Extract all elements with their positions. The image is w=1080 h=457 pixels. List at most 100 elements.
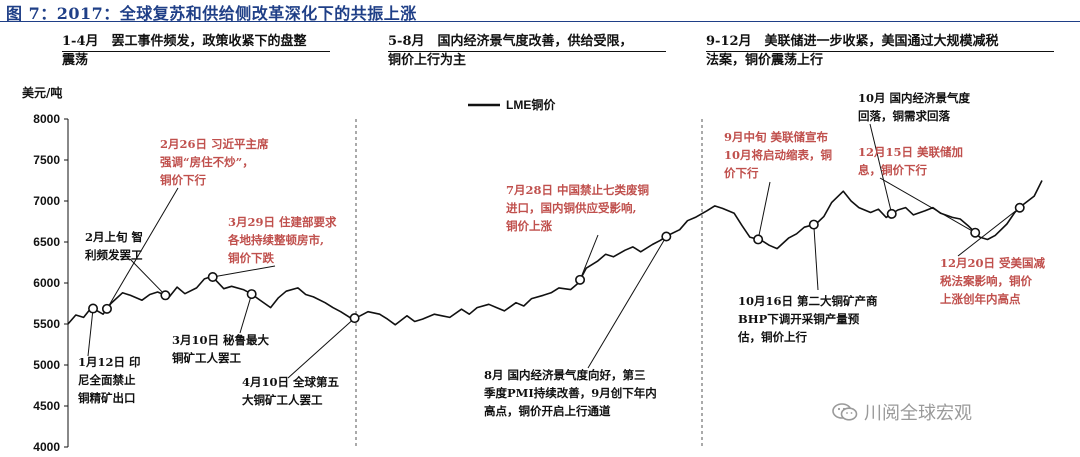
annotation-6-line: 4月10日 全球第五 [242,375,340,389]
annotation-8-line: 高点，铜价开启上行通道 [484,404,611,418]
event-marker [207,272,218,283]
y-tick-label: 7000 [33,194,60,208]
event-marker [246,289,257,300]
annotation-5: 1月12日 印尼全面禁止铜精矿出口 [78,353,141,407]
period-2-underline [388,51,666,52]
annotation-13-line: 税法案影响，铜价 [940,274,1032,288]
event-marker [886,208,897,219]
event-marker [661,231,672,242]
annotation-connector [579,234,599,281]
annotation-connector [813,224,819,291]
annotation-2-line: 2月上旬 智 [85,230,144,244]
annotation-5-line: 铜精矿出口 [78,391,136,405]
y-tick-label: 5500 [33,317,60,331]
annotation-connector [239,293,253,334]
annotation-7: 7月28日 中国禁止七类废铜 进口，国内铜供应受影响, 铜价上涨 [506,181,649,235]
annotation-1: 2月26日 习近平主席 强调“房住不炒”， 铜价下行 [160,135,269,189]
annotation-12-line: 10月16日 第二大铜矿产商 [738,294,878,308]
watermark-text: 川阅全球宏观 [864,403,972,424]
period-header-2: 5-8月 国内经济景气度改善，供给受限， 铜价上行为主 [388,32,633,70]
annotation-10-line: 回落，铜需求回落 [858,109,950,123]
annotation-8-line: 季度PMI持续改善，9月创下年内 [484,386,657,400]
annotation-connector [287,317,355,379]
annotation-11: 12月15日 美联储加 息，铜价下行 [858,143,963,179]
period-1-underline [62,51,330,52]
annotation-3-line: 各地持续整顿房市, [228,233,325,247]
y-tick-label: 4000 [33,440,60,454]
y-tick-label: 7500 [33,153,60,167]
annotation-13-line: 上涨创年内高点 [940,292,1021,306]
event-marker [753,234,764,245]
annotation-13: 12月20日 受美国减 税法案影响，铜价 上涨创年内高点 [940,254,1045,308]
annotation-6-line: 大铜矿工人罢工 [242,393,323,407]
annotation-connector [212,265,276,278]
annotation-13-line: 12月20日 受美国减 [940,256,1046,270]
period-header-1: 1-4月 罢工事件频发，政策收紧下的盘整 震荡 [62,32,307,70]
event-marker [101,303,112,314]
period-2-line2: 铜价上行为主 [388,53,467,68]
event-marker [88,303,99,314]
annotation-11-line: 12月15日 美联储加 [858,145,964,159]
watermark: 川阅全球宏观 [832,399,972,425]
y-tick-label: 8000 [33,112,60,126]
period-3-line1: 9-12月 美联储进一步收紧，美国通过大规模减税 [706,34,999,49]
annotation-9: 9月中旬 美联储宣布 10月将启动缩表，铜 价下行 [724,128,832,182]
y-tick-label: 6500 [33,235,60,249]
annotation-12-line: 估，铜价上行 [738,330,807,344]
y-axis-label: 美元/吨 [22,86,63,100]
annotation-4-line: 3月10日 秘鲁最大 [172,333,270,347]
annotation-6: 4月10日 全球第五 大铜矿工人罢工 [242,373,339,409]
y-tick-label: 5000 [33,358,60,372]
annotation-4: 3月10日 秘鲁最大 铜矿工人罢工 [172,331,269,367]
series-line-lme-copper [67,180,1043,326]
annotation-7-line: 铜价上涨 [506,219,552,233]
annotation-9-line: 价下行 [724,166,759,180]
annotation-1-line: 强调“房住不炒”， [160,155,254,169]
period-1-line2: 震荡 [62,53,89,68]
annotation-12-line: BHP下调开采铜产量预 [738,312,860,326]
annotation-connector [869,123,893,215]
event-marker [160,290,171,301]
annotation-5-line: 1月12日 印 [78,355,141,369]
annotation-12: 10月16日 第二大铜矿产商 BHP下调开采铜产量预 估，铜价上行 [738,292,878,346]
annotation-5-line: 尼全面禁止 [78,373,136,387]
period-3-line2: 法案，铜价震荡上行 [706,53,824,68]
legend-label: LME铜价 [506,97,556,112]
event-marker [349,313,360,324]
period-3-underline [706,51,1054,52]
annotation-connector [587,236,667,369]
annotation-connector [87,308,94,357]
annotation-connector [757,181,771,240]
event-marker [1014,202,1025,213]
annotation-9-line: 9月中旬 美联储宣布 [724,130,829,144]
annotation-8-line: 8月 国内经济景气度向好，第三 [484,368,646,382]
title-rule [0,21,1080,22]
annotation-connector [957,207,1021,257]
event-marker [575,274,586,285]
y-tick-label: 6000 [33,276,60,290]
period-1-line1: 1-4月 罢工事件频发，政策收紧下的盘整 [62,34,307,49]
annotation-4-line: 铜矿工人罢工 [172,351,241,365]
annotation-8: 8月 国内经济景气度向好，第三 季度PMI持续改善，9月创下年内 高点，铜价开启上行… [484,366,657,420]
period-2-line1: 5-8月 国内经济景气度改善，供给受限， [388,34,633,49]
period-header-3: 9-12月 美联储进一步收紧，美国通过大规模减税 法案，铜价震荡上行 [706,32,999,70]
annotation-3: 3月29日 住建部要求 各地持续整顿房市, 铜价下跌 [228,213,337,267]
event-marker [808,219,819,230]
annotation-connector [106,187,179,310]
event-marker [970,227,981,238]
annotation-9-line: 10月将启动缩表，铜 [724,148,833,162]
annotation-11-line: 息，铜价下行 [858,163,927,177]
annotation-2-line: 利频发罢工 [85,248,143,262]
y-tick-label: 4500 [33,399,60,413]
annotation-3-line: 3月29日 住建部要求 [228,215,337,229]
annotation-2: 2月上旬 智利频发罢工 [85,228,143,264]
annotation-3-line: 铜价下跌 [228,251,274,265]
wechat-icon [832,403,858,421]
annotation-7-line: 进口，国内铜供应受影响, [506,201,637,215]
annotation-connector [129,258,166,296]
annotation-10-line: 10月 国内经济景气度 [858,91,971,105]
figure-title: 图 7：2017：全球复苏和供给侧改革深化下的共振上涨 [6,4,417,23]
annotation-1-line: 铜价下行 [160,173,206,187]
annotation-7-line: 7月28日 中国禁止七类废铜 [506,183,650,197]
